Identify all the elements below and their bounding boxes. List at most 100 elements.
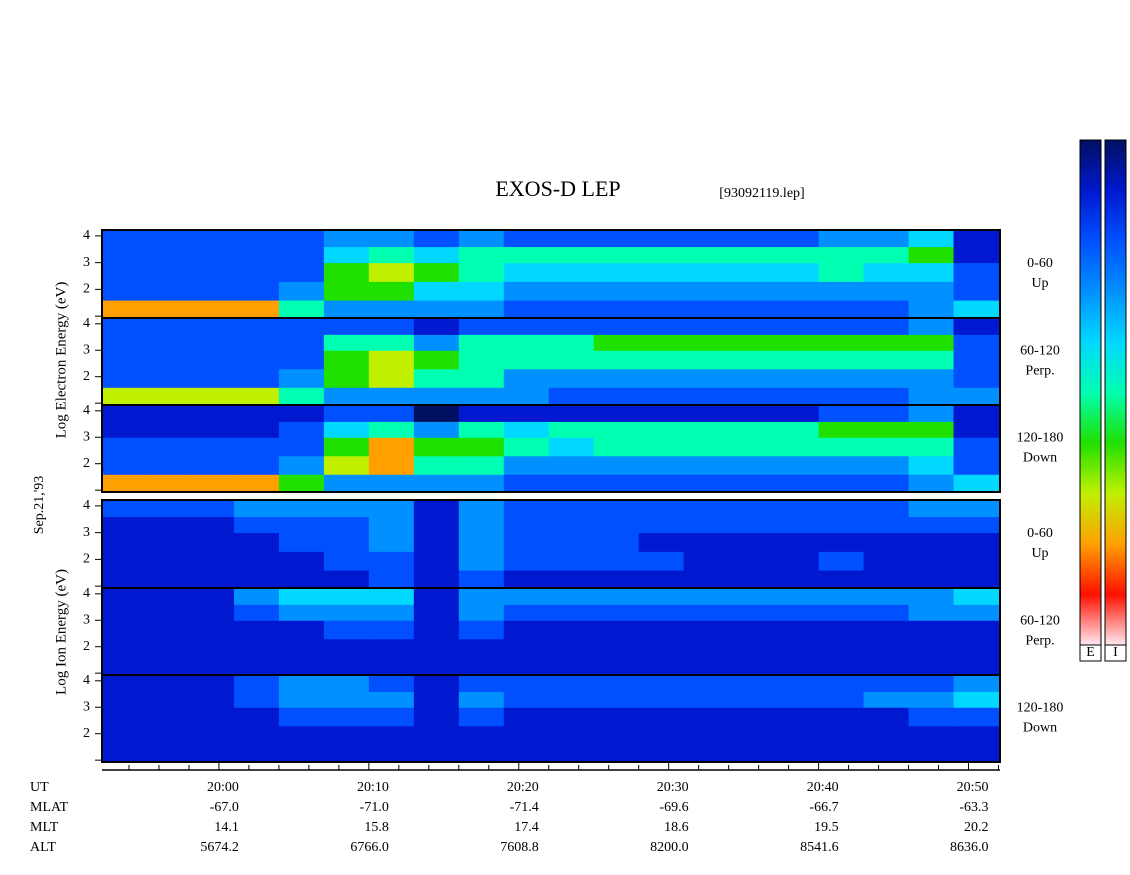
heatmap-cell xyxy=(323,474,370,493)
heatmap-cell xyxy=(728,455,775,475)
heatmap-cell xyxy=(683,657,730,676)
heatmap-cell xyxy=(818,300,865,319)
heatmap-cell xyxy=(818,230,865,248)
heatmap-cell xyxy=(188,246,235,264)
heatmap-cell xyxy=(323,455,370,475)
heatmap-cell xyxy=(323,588,370,605)
heatmap-cell xyxy=(638,638,685,658)
heatmap-cell xyxy=(233,657,280,676)
heatmap-cell xyxy=(728,638,775,658)
y-axis-label: Log Ion Energy (eV) xyxy=(53,569,69,695)
heatmap-cell xyxy=(188,551,235,571)
heatmap-cell xyxy=(953,421,1001,438)
heatmap-cell xyxy=(143,532,190,552)
heatmap-cell xyxy=(368,421,415,438)
heatmap-cell xyxy=(593,368,640,388)
heatmap-cell xyxy=(773,421,820,438)
heatmap-cell xyxy=(368,455,415,475)
heatmap-cell xyxy=(953,551,1001,571)
heatmap-cell xyxy=(143,744,190,763)
heatmap-cell xyxy=(863,725,910,745)
heatmap-cell xyxy=(908,500,955,518)
y-tick-label: 3 xyxy=(83,342,90,357)
panel-direction: Up xyxy=(1031,546,1048,561)
heatmap-cell xyxy=(503,516,550,534)
heatmap-cell xyxy=(908,551,955,571)
heatmap-cell xyxy=(638,368,685,388)
heatmap-cell xyxy=(102,725,145,745)
heatmap-cell xyxy=(908,455,955,475)
heatmap-cell xyxy=(728,350,775,370)
heatmap-cell xyxy=(953,516,1001,534)
heatmap-cell xyxy=(548,551,595,571)
heatmap-cell xyxy=(458,500,505,518)
heatmap-cell xyxy=(233,604,280,621)
heatmap-cell xyxy=(278,657,325,676)
heatmap-cell xyxy=(728,318,775,335)
heatmap-cell xyxy=(908,744,955,763)
heatmap-cell xyxy=(593,500,640,518)
panel: 2 3 4 60-120 Perp. xyxy=(83,586,1060,676)
heatmap-cell xyxy=(818,588,865,605)
heatmap-cell xyxy=(773,318,820,335)
heatmap-cell xyxy=(323,318,370,335)
heatmap-cell xyxy=(188,516,235,534)
heatmap-cell xyxy=(773,725,820,745)
heatmap-cell xyxy=(863,474,910,493)
heatmap-cell xyxy=(368,230,415,248)
heatmap-cell xyxy=(323,387,370,406)
heatmap-cell xyxy=(728,675,775,692)
heatmap-cell xyxy=(102,551,145,571)
heatmap-cell xyxy=(503,455,550,475)
heatmap-cell xyxy=(503,532,550,552)
heatmap-cell xyxy=(683,516,730,534)
heatmap-cell xyxy=(593,516,640,534)
heatmap-cell xyxy=(593,588,640,605)
heatmap-cell xyxy=(683,455,730,475)
heatmap-cell xyxy=(458,368,505,388)
panel: 2 3 4 120-180 Down xyxy=(83,673,1063,763)
heatmap-cell xyxy=(863,437,910,457)
heatmap-cell xyxy=(818,387,865,406)
heatmap-cell xyxy=(233,334,280,351)
heatmap-cell xyxy=(278,638,325,658)
heatmap-cell xyxy=(458,570,505,589)
heatmap-cell xyxy=(102,707,145,727)
heatmap-cell xyxy=(953,350,1001,370)
heatmap-cell xyxy=(368,405,415,422)
heatmap-cell xyxy=(278,551,325,571)
heatmap-cell xyxy=(818,500,865,518)
heatmap-cell xyxy=(503,421,550,438)
heatmap-cell xyxy=(143,230,190,248)
heatmap-cell xyxy=(593,657,640,676)
heatmap-cell xyxy=(728,707,775,727)
heatmap-cell xyxy=(503,350,550,370)
heatmap-cell xyxy=(323,604,370,621)
heatmap-cell xyxy=(323,551,370,571)
heatmap-cell xyxy=(143,474,190,493)
heatmap-cell xyxy=(728,604,775,621)
heatmap-cell xyxy=(458,551,505,571)
heatmap-cell xyxy=(548,455,595,475)
heatmap-cell xyxy=(143,262,190,282)
heatmap-cell xyxy=(683,262,730,282)
heatmap-cell xyxy=(773,570,820,589)
heatmap-cell xyxy=(908,638,955,658)
heatmap-cell xyxy=(638,744,685,763)
heatmap-cell xyxy=(728,262,775,282)
heatmap-cell xyxy=(102,675,145,692)
heatmap-cell xyxy=(683,334,730,351)
heatmap-cell xyxy=(773,691,820,708)
heatmap-cell xyxy=(683,230,730,248)
heatmap-cell xyxy=(773,551,820,571)
heatmap-cell xyxy=(863,657,910,676)
heatmap-cell xyxy=(323,300,370,319)
panel-angle: 0-60 xyxy=(1027,526,1053,541)
heatmap-cell xyxy=(368,368,415,388)
panel-angle: 60-120 xyxy=(1020,344,1060,359)
heatmap-cell xyxy=(953,281,1001,301)
heatmap-cell xyxy=(683,725,730,745)
heatmap-cell xyxy=(413,707,460,727)
heatmap-cell xyxy=(102,318,145,335)
heatmap-cell xyxy=(458,262,505,282)
